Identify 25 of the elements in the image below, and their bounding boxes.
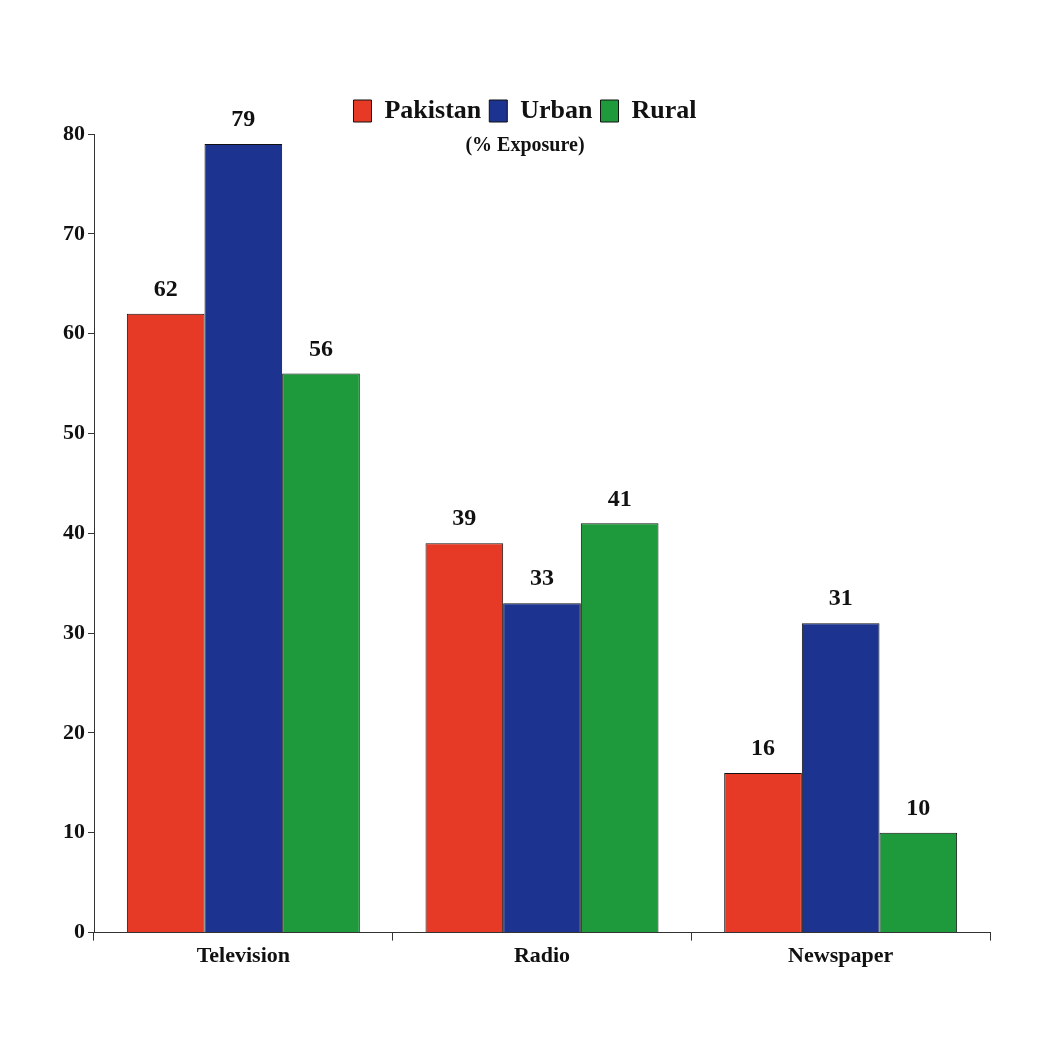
data-label: 41 (607, 484, 632, 511)
data-label: 10 (906, 793, 931, 820)
data-label: 39 (452, 504, 477, 531)
legend-label: Urban (520, 94, 594, 124)
data-label: 62 (153, 274, 178, 301)
data-label: 79 (231, 105, 256, 132)
x-tick-label: Newspaper (788, 942, 894, 968)
y-tick-label: 30 (63, 618, 85, 644)
data-label: 56 (308, 334, 333, 361)
y-tick-label: 20 (63, 718, 85, 744)
data-label: 31 (828, 584, 853, 611)
x-tick-label: Radio (513, 942, 571, 968)
y-tick-label: 60 (63, 319, 85, 345)
legend-label: Rural (631, 94, 697, 124)
data-label: 16 (751, 734, 776, 761)
y-tick-label: 50 (63, 419, 85, 445)
data-label: 33 (530, 564, 554, 591)
y-tick-label: 80 (63, 119, 85, 145)
legend-label: Pakistan (384, 94, 482, 124)
annotation: (% Exposure) (465, 133, 585, 157)
y-tick-label: 0 (74, 918, 85, 944)
x-tick-label: Television (196, 942, 290, 968)
y-tick-label: 40 (63, 518, 85, 544)
y-tick-label: 70 (63, 219, 85, 245)
y-tick-label: 10 (63, 818, 85, 844)
